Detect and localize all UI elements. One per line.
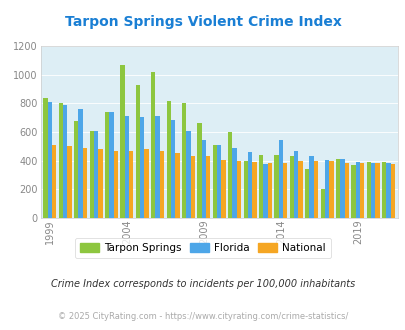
Bar xyxy=(74,120,78,218)
Bar xyxy=(350,165,355,218)
Bar xyxy=(282,163,287,218)
Bar xyxy=(381,162,386,218)
Text: Tarpon Springs Violent Crime Index: Tarpon Springs Violent Crime Index xyxy=(64,15,341,29)
Bar xyxy=(113,150,117,218)
Bar xyxy=(63,105,67,218)
Bar xyxy=(212,145,217,218)
Bar xyxy=(305,169,309,218)
Bar xyxy=(267,163,271,218)
Bar xyxy=(366,162,370,218)
Bar xyxy=(320,189,324,218)
Bar xyxy=(160,151,164,218)
Bar xyxy=(171,120,175,218)
Bar xyxy=(309,156,313,218)
Bar xyxy=(289,156,293,218)
Bar xyxy=(278,140,282,218)
Text: © 2025 CityRating.com - https://www.cityrating.com/crime-statistics/: © 2025 CityRating.com - https://www.city… xyxy=(58,312,347,321)
Bar xyxy=(59,103,63,218)
Bar xyxy=(339,159,344,218)
Bar xyxy=(197,123,201,218)
Bar xyxy=(90,131,94,218)
Bar xyxy=(94,131,98,218)
Bar xyxy=(124,116,129,218)
Bar xyxy=(205,156,210,218)
Bar xyxy=(175,153,179,218)
Bar xyxy=(386,163,390,218)
Legend: Tarpon Springs, Florida, National: Tarpon Springs, Florida, National xyxy=(75,238,330,258)
Bar xyxy=(375,163,379,218)
Bar xyxy=(370,163,375,218)
Bar xyxy=(274,155,278,218)
Bar xyxy=(298,161,302,218)
Bar xyxy=(335,159,339,218)
Bar xyxy=(390,164,394,218)
Bar xyxy=(324,160,328,218)
Bar xyxy=(109,112,113,218)
Bar xyxy=(217,145,221,218)
Bar xyxy=(313,161,318,218)
Bar xyxy=(52,145,56,218)
Bar xyxy=(166,101,171,218)
Bar xyxy=(78,109,83,218)
Bar xyxy=(293,151,298,218)
Bar xyxy=(181,103,186,218)
Bar xyxy=(83,148,87,218)
Bar xyxy=(258,155,262,218)
Bar xyxy=(243,161,247,218)
Bar xyxy=(328,161,333,218)
Text: Crime Index corresponds to incidents per 100,000 inhabitants: Crime Index corresponds to incidents per… xyxy=(51,279,354,289)
Bar xyxy=(120,65,124,218)
Bar xyxy=(252,162,256,218)
Bar xyxy=(355,162,359,218)
Bar xyxy=(105,112,109,218)
Bar xyxy=(98,149,102,218)
Bar xyxy=(190,156,194,218)
Bar xyxy=(129,151,133,218)
Bar xyxy=(228,132,232,218)
Bar xyxy=(359,163,363,218)
Bar xyxy=(262,164,267,218)
Bar xyxy=(155,116,160,218)
Bar xyxy=(232,148,236,218)
Bar xyxy=(47,102,52,218)
Bar xyxy=(67,146,72,218)
Bar xyxy=(186,131,190,218)
Bar xyxy=(43,98,47,218)
Bar xyxy=(344,163,348,218)
Bar xyxy=(151,72,155,218)
Bar xyxy=(140,117,144,218)
Bar xyxy=(144,149,148,218)
Bar xyxy=(201,140,205,218)
Bar xyxy=(247,152,252,218)
Bar xyxy=(236,161,241,218)
Bar xyxy=(221,160,225,218)
Bar xyxy=(135,85,140,218)
